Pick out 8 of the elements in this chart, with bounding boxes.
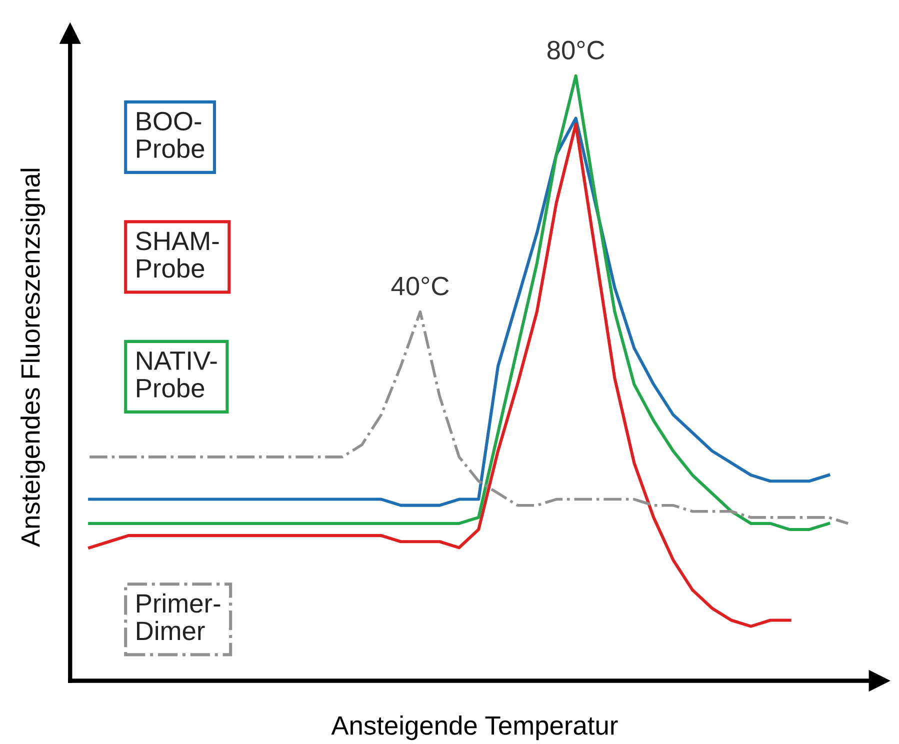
x-axis-title: Ansteigende Temperatur: [331, 715, 618, 740]
y-axis-title: Ansteigendes Fluoreszenzsignal: [20, 168, 46, 548]
annotation: 40°C: [391, 276, 449, 296]
annotation: 80°C: [547, 40, 604, 60]
text: Primer- Dimer: [137, 593, 220, 640]
text: NATIV- Probe: [137, 352, 217, 398]
text: BOO- Probe: [137, 112, 204, 158]
text: SHAM- Probe: [136, 232, 219, 278]
